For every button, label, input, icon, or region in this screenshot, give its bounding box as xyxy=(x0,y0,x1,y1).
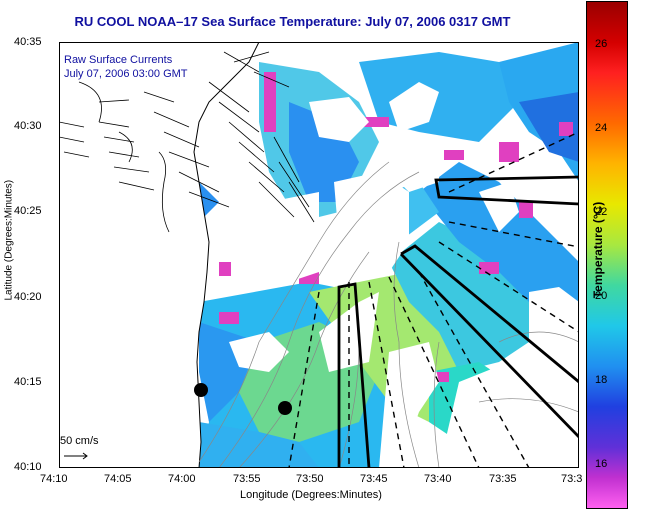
x-tick-label: 74:00 xyxy=(168,473,196,485)
colorbar-tick: 24 xyxy=(595,122,608,134)
y-axis-label: Latitude (Degrees:Minutes) xyxy=(3,179,15,301)
x-axis-label: Longitude (Degrees:Minutes) xyxy=(240,489,382,501)
x-tick-label: 73:45 xyxy=(360,473,388,485)
x-tick-label: 73:40 xyxy=(424,473,452,485)
station-marker-2[interactable] xyxy=(278,401,292,415)
temperature-colorbar xyxy=(586,1,628,509)
colorbar-tick: 16 xyxy=(595,458,608,470)
map-title: RU COOL NOAA–17 Sea Surface Temperature:… xyxy=(74,14,511,29)
scale-bar-label: 50 cm/s xyxy=(60,435,99,447)
x-tick-label: 73:3 xyxy=(561,473,583,485)
legend-line-2: July 07, 2006 03:00 GMT xyxy=(64,68,188,80)
study-boxes xyxy=(337,175,579,468)
y-tick-label: 40:35 xyxy=(14,36,42,48)
bathymetry-contours xyxy=(198,161,579,468)
x-tick-label: 73:50 xyxy=(296,473,324,485)
colorbar-tick: 26 xyxy=(595,38,608,50)
y-tick-label: 40:20 xyxy=(14,291,42,303)
y-tick-label: 40:15 xyxy=(14,376,42,388)
x-tick-label: 73:55 xyxy=(233,473,261,485)
colorbar-tick: 22 xyxy=(595,206,608,218)
x-tick-label: 74:05 xyxy=(104,473,132,485)
legend-line-1: Raw Surface Currents xyxy=(64,54,173,66)
sst-map[interactable] xyxy=(59,42,579,468)
plot-frame xyxy=(59,42,579,468)
colorbar-tick: 18 xyxy=(595,374,608,386)
x-tick-label: 73:35 xyxy=(489,473,517,485)
y-tick-label: 40:10 xyxy=(14,461,42,473)
transect-dashes xyxy=(288,131,579,468)
cloud-edge-pixels xyxy=(119,72,573,382)
sst-map-canvas xyxy=(59,42,579,468)
surface-current-vectors xyxy=(59,51,315,223)
colorbar-tick: 20 xyxy=(595,290,608,302)
x-tick-label: 74:10 xyxy=(40,473,68,485)
y-tick-label: 40:25 xyxy=(14,205,42,217)
colorbar-title: Temperature (°C) xyxy=(591,201,605,299)
scale-arrow xyxy=(64,452,88,460)
coastline xyxy=(59,42,260,468)
y-tick-label: 40:30 xyxy=(14,120,42,132)
station-marker-1[interactable] xyxy=(194,383,208,397)
